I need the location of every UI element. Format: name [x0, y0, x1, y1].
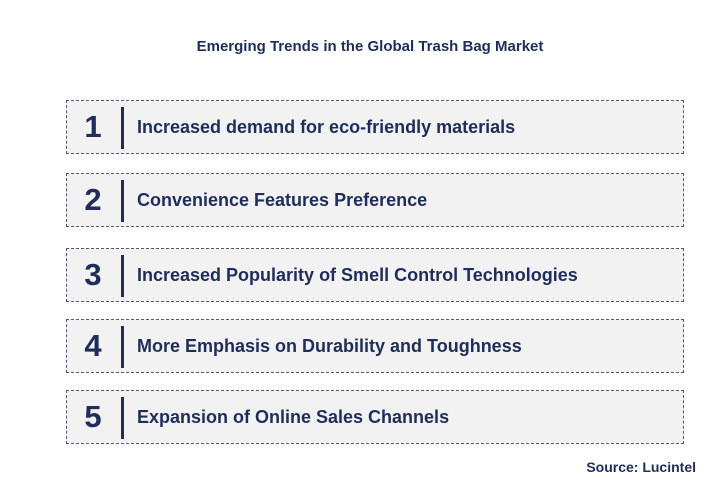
trend-divider — [121, 397, 124, 439]
trend-item-5: 5 Expansion of Online Sales Channels — [66, 390, 684, 444]
trend-item-3: 3 Increased Popularity of Smell Control … — [66, 248, 684, 302]
trend-item-1: 1 Increased demand for eco-friendly mate… — [66, 100, 684, 154]
trend-divider — [121, 255, 124, 297]
trend-label: Increased demand for eco-friendly materi… — [137, 116, 516, 137]
trend-divider — [121, 326, 124, 368]
trend-number: 2 — [84, 182, 102, 217]
trend-number: 5 — [84, 399, 102, 434]
trend-label: Expansion of Online Sales Channels — [137, 406, 450, 427]
trend-label: More Emphasis on Durability and Toughnes… — [137, 335, 522, 356]
trend-divider — [121, 107, 124, 149]
trend-number: 4 — [84, 328, 102, 363]
trend-item-2: 2 Convenience Features Preference — [66, 173, 684, 227]
trend-item-4: 4 More Emphasis on Durability and Toughn… — [66, 319, 684, 373]
trend-divider — [121, 180, 124, 222]
trend-number: 1 — [84, 109, 102, 144]
source-note: Source: Lucintel — [586, 459, 696, 475]
trend-label: Convenience Features Preference — [137, 189, 428, 210]
trend-number: 3 — [84, 257, 102, 292]
diagram-title: Emerging Trends in the Global Trash Bag … — [196, 38, 544, 55]
trend-label: Increased Popularity of Smell Control Te… — [137, 264, 578, 285]
